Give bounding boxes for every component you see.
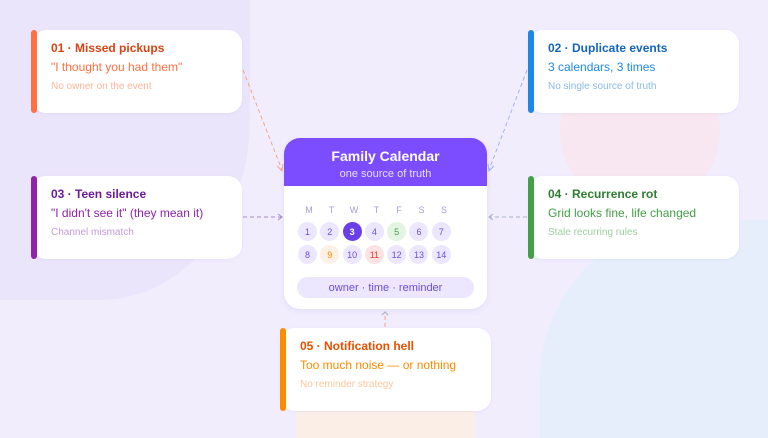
card-quote: "I thought you had them" — [51, 60, 183, 74]
card-title: 05 · Notification hell — [300, 339, 415, 353]
calendar-day[interactable]: 13 — [409, 245, 429, 264]
card-quote: Grid looks fine, life changed — [548, 206, 697, 220]
card-subtitle: Stale recurring rules — [548, 227, 638, 238]
card-accent-bar — [31, 176, 37, 259]
calendar-day[interactable]: 1 — [298, 222, 317, 241]
card-subtitle: No reminder strategy — [300, 379, 394, 390]
card-subtitle: Channel mismatch — [51, 227, 134, 238]
card-duplicate-events: 02 · Duplicate events 3 calendars, 3 tim… — [528, 30, 739, 113]
card-title: 03 · Teen silence — [51, 187, 147, 201]
card-recurrence-rot: 04 · Recurrence rot Grid looks fine, lif… — [528, 176, 739, 259]
card-accent-bar — [280, 328, 286, 411]
card-title: 04 · Recurrence rot — [548, 187, 658, 201]
calendar-subtitle: one source of truth — [339, 168, 432, 180]
card-subtitle: No owner on the event — [51, 81, 152, 92]
calendar-day[interactable]: 11 — [364, 245, 384, 264]
arrowhead-04 — [488, 213, 494, 221]
card-quote: "I didn't see it" (they mean it) — [51, 206, 204, 220]
card-accent-bar — [528, 30, 534, 113]
arrowhead-01 — [276, 163, 284, 173]
card-teen-silence: 03 · Teen silence "I didn't see it" (the… — [31, 176, 242, 259]
calendar-day[interactable]: 5 — [387, 222, 407, 241]
arrowhead-05 — [381, 311, 389, 316]
card-quote: 3 calendars, 3 times — [548, 60, 656, 74]
weekday-label: M — [305, 205, 313, 215]
calendar-title: Family Calendar — [331, 148, 440, 164]
calendar-day[interactable]: 8 — [298, 245, 317, 264]
arrowhead-02 — [487, 163, 495, 173]
calendar-day[interactable]: 7 — [431, 222, 451, 241]
card-accent-bar — [31, 30, 37, 113]
calendar-footer-pill: owner · time · reminder — [297, 277, 474, 298]
calendar-day[interactable]: 6 — [409, 222, 429, 241]
arrow-01 — [242, 69, 283, 171]
card-title: 02 · Duplicate events — [548, 41, 668, 55]
weekday-label: W — [349, 205, 359, 215]
arrowhead-03 — [277, 213, 283, 221]
card-quote: Too much noise — or nothing — [300, 358, 457, 372]
calendar-day[interactable]: 9 — [320, 245, 340, 264]
calendar-day[interactable]: 10 — [342, 245, 362, 264]
card-missed-pickups: 01 · Missed pickups "I thought you had t… — [31, 30, 242, 113]
calendar-header: Family Calendar one source of truth — [284, 138, 487, 186]
weekday-label: T — [373, 205, 380, 215]
weekday-label: S — [418, 205, 425, 215]
calendar-day-today[interactable]: 3 — [342, 222, 362, 241]
card-accent-bar — [528, 176, 534, 259]
arrow-02 — [488, 69, 528, 171]
calendar-day[interactable]: 2 — [320, 222, 340, 241]
week-row: 8 9 10 11 12 13 14 — [298, 245, 474, 264]
calendar-day[interactable]: 4 — [364, 222, 384, 241]
calendar-day[interactable]: 12 — [387, 245, 407, 264]
card-subtitle: No single source of truth — [548, 81, 657, 92]
weekday-label: F — [396, 205, 402, 215]
family-calendar: Family Calendar one source of truth M T W T… — [284, 138, 487, 309]
card-title: 01 · Missed pickups — [51, 41, 165, 55]
calendar-day[interactable]: 14 — [431, 245, 451, 264]
weekday-label: T — [328, 205, 335, 215]
card-notification-hell: 05 · Notification hell Too much noise — … — [280, 328, 491, 411]
weekday-label: S — [440, 205, 447, 215]
